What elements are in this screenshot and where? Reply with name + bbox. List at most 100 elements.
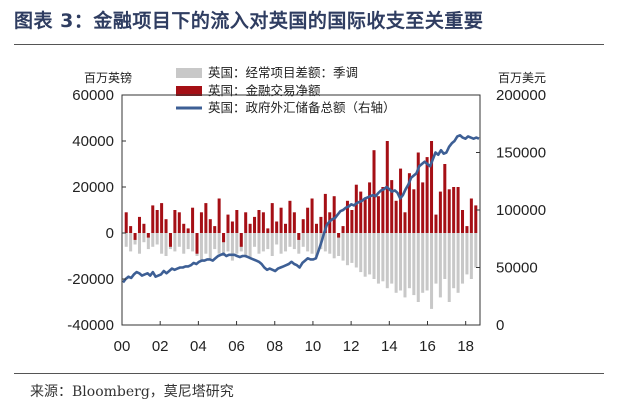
financial-net-bar [452, 187, 456, 233]
financial-net-bar [160, 203, 164, 233]
financial-net-bar [469, 198, 473, 233]
current-account-bar [337, 233, 341, 256]
financial-net-bar [412, 189, 416, 233]
left-axis-unit: 百万英镑 [84, 70, 132, 85]
current-account-bar [394, 233, 398, 293]
current-account-bar [381, 233, 385, 282]
x-axis-tick-label: 18 [457, 338, 474, 355]
financial-net-bar [310, 198, 314, 233]
x-axis-tick-label: 16 [419, 338, 436, 355]
financial-net-bar [253, 216, 257, 233]
x-axis-tick-label: 14 [381, 338, 398, 355]
current-account-bar [292, 233, 296, 250]
financial-net-bar [266, 228, 270, 233]
current-account-bar [469, 233, 473, 279]
current-account-bar [474, 233, 478, 268]
legend-swatch [176, 86, 202, 96]
x-axis-tick-label: 02 [152, 338, 169, 355]
financial-net-bar [168, 233, 172, 247]
current-account-bar [266, 233, 270, 250]
current-account-bar [430, 233, 434, 309]
financial-net-bar [314, 223, 318, 233]
left-axis-tick-label: -40000 [67, 317, 114, 334]
current-account-bar [186, 233, 190, 250]
current-account-bar [372, 233, 376, 279]
financial-net-bar [173, 210, 177, 233]
financial-net-bar [146, 233, 150, 238]
reserves-line-group [121, 134, 480, 284]
reserves-line [121, 134, 480, 284]
legend-label: 英国：政府外汇储备总额（右轴） [208, 100, 396, 115]
current-account-bar [350, 233, 354, 263]
financial-net-bar [438, 191, 442, 233]
x-axis-tick-label: 00 [114, 338, 131, 355]
financial-net-bar [213, 226, 217, 233]
right-axis-tick-label: 150000 [496, 145, 546, 162]
current-account-bar [124, 233, 128, 247]
current-account-bar [142, 233, 146, 243]
current-account-bar [438, 233, 442, 298]
right-axis-tick-label: 200000 [496, 87, 546, 104]
financial-net-bar [416, 152, 420, 233]
current-account-bar [226, 233, 230, 252]
current-account-bar [199, 233, 203, 261]
current-account-bar [275, 233, 279, 245]
financial-net-bar [226, 214, 230, 233]
current-account-bar [407, 233, 411, 289]
financial-net-bar [425, 157, 429, 233]
current-account-bar [182, 233, 186, 254]
financial-net-bar [275, 221, 279, 233]
current-account-bar [443, 233, 447, 279]
current-account-bar [288, 233, 292, 247]
financial-net-bar [376, 196, 380, 233]
x-axis-tick-label: 04 [190, 338, 207, 355]
financial-net-bar [421, 182, 425, 233]
financial-net-bar [381, 187, 385, 233]
financial-net-bar [359, 191, 363, 233]
chart-title: 图表 3：金融项目下的流入对英国的国际收支至关重要 [14, 10, 484, 32]
financial-net-bar [368, 182, 372, 233]
financial-net-bar [257, 210, 261, 233]
x-axis-tick-label: 12 [343, 338, 360, 355]
source-rule [14, 373, 604, 374]
left-axis-tick-label: 60000 [72, 87, 114, 104]
current-account-bar [151, 233, 155, 247]
financial-net-bar [403, 212, 407, 233]
financial-net-bar [292, 212, 296, 233]
current-account-bar [191, 233, 195, 252]
current-account-bar [208, 233, 212, 259]
x-axis-tick-label: 06 [228, 338, 245, 355]
left-axis-tick-label: 40000 [72, 133, 114, 150]
current-account-bar [332, 233, 336, 259]
right-axis-tick-label: 0 [496, 317, 504, 334]
current-account-bar [421, 233, 425, 293]
financial-net-bar [319, 216, 323, 233]
source-note: 来源：Bloomberg，莫尼塔研究 [30, 384, 234, 400]
current-account-bar [217, 233, 221, 254]
current-account-bar [173, 233, 177, 252]
current-account-bar [461, 233, 465, 284]
financial-net-bar [372, 150, 376, 233]
right-axis-tick-label: 50000 [496, 260, 538, 277]
financial-net-bar [430, 141, 434, 233]
current-account-bars [124, 233, 478, 309]
financial-net-bar [182, 223, 186, 233]
financial-net-bar [270, 203, 274, 233]
financial-net-bar [323, 193, 327, 233]
right-axis-tick-label: 100000 [496, 202, 546, 219]
current-account-bar [376, 233, 380, 284]
financial-net-bar [164, 219, 168, 233]
financial-net-bar [297, 233, 301, 240]
financial-net-bar [142, 223, 146, 233]
current-account-bar [456, 233, 460, 293]
legend-label: 英国：金融交易净额 [208, 83, 321, 98]
financial-net-bar [306, 207, 310, 233]
financial-net-bar [235, 210, 239, 233]
current-account-bar [297, 233, 301, 254]
financial-net-bars [124, 141, 478, 254]
financial-net-bar [443, 164, 447, 233]
financial-net-bar [195, 233, 199, 254]
x-axis-tick-label: 08 [266, 338, 283, 355]
current-account-bar [230, 233, 234, 261]
